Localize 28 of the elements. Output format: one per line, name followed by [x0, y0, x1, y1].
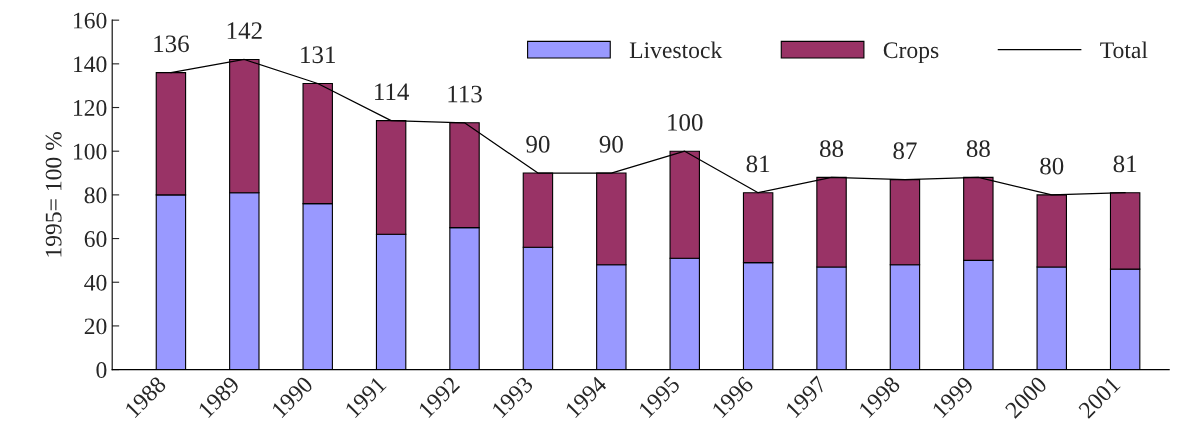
data-label: 136 [154, 35, 189, 53]
legend-label: Livestock [629, 41, 723, 59]
legend-label: Total [1100, 41, 1148, 59]
data-label: 113 [448, 85, 482, 103]
y-tick-label: 140 [73, 56, 107, 73]
x-tick-label: 1991 [344, 375, 387, 419]
data-label: 142 [227, 22, 262, 39]
data-label: 90 [526, 135, 550, 153]
legend-label: Crops [883, 42, 939, 63]
data-label: 88 [819, 140, 844, 158]
data-label: 90 [599, 135, 623, 153]
y-tick-label: 160 [73, 12, 107, 29]
data-label: 131 [301, 46, 335, 64]
y-tick-label: 40 [84, 274, 107, 291]
data-label: 100 [668, 113, 703, 131]
y-tick-label: 80 [84, 187, 107, 204]
y-tick-label: 120 [73, 100, 107, 116]
y-axis-title: 1995= 100 % [45, 131, 62, 257]
data-label: 81 [746, 155, 770, 173]
data-label: 80 [1040, 157, 1064, 175]
y-tick-label: 100 [73, 143, 107, 160]
data-label: 88 [966, 140, 990, 158]
y-tick-label: 60 [84, 231, 107, 247]
y-tick-label: 0 [96, 362, 107, 379]
y-tick-label: 20 [84, 318, 107, 335]
data-label: 114 [375, 83, 410, 101]
data-label: 87 [893, 142, 917, 160]
data-label: 81 [1113, 155, 1137, 173]
